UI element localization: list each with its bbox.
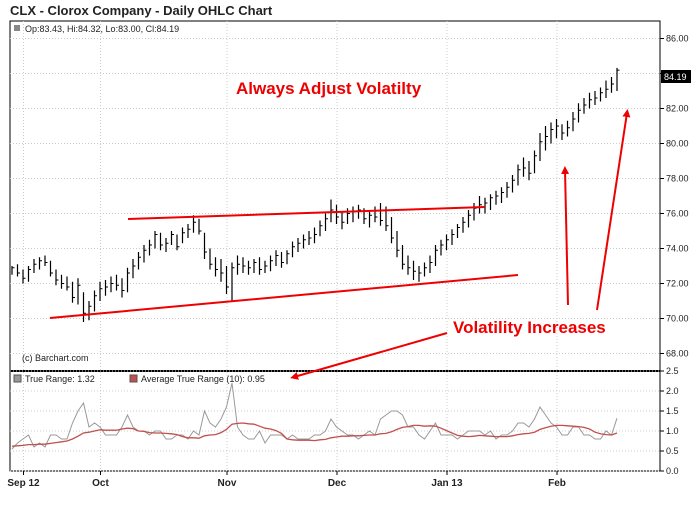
legend-swatch-atr — [129, 374, 138, 383]
x-tick-label: Feb — [548, 478, 566, 489]
price-tick-label: 80.00 — [666, 139, 689, 149]
price-tick-label: 68.00 — [666, 349, 689, 359]
arrow-to-atr-legend — [290, 332, 448, 380]
lower-channel-line — [49, 274, 519, 319]
annotation-heading: Always Adjust Volatilty — [236, 79, 422, 98]
last-price-label: 84.19 — [664, 72, 687, 82]
x-tick-label: Nov — [218, 478, 237, 489]
indicator-tick-label: 1.5 — [666, 406, 679, 416]
indicator-tick-label: 0.5 — [666, 446, 679, 456]
x-axis: Sep 12 Oct Nov Dec Jan 13 Feb — [7, 471, 566, 489]
price-tick-label: 74.00 — [666, 244, 689, 254]
indicator-tick-label: 2.5 — [666, 366, 679, 376]
indicator-tick-label: 2.0 — [666, 386, 679, 396]
price-tick-label: 78.00 — [666, 174, 689, 184]
indicator-grid — [10, 370, 660, 472]
average-true-range-line — [11, 422, 618, 447]
last-price-box — [661, 70, 691, 83]
price-tick-label: 82.00 — [666, 104, 689, 114]
indicator-legend: True Range: 1.32 Average True Range (10)… — [13, 374, 265, 384]
watermark: (c) Barchart.com — [22, 353, 89, 363]
true-range-line — [11, 382, 618, 450]
price-tick-label: 86.00 — [666, 34, 689, 44]
price-tick-label: 76.00 — [666, 209, 689, 219]
arrow-to-recent-high — [596, 109, 631, 311]
legend-swatch-true-range — [13, 374, 22, 383]
indicator-tick-label: 1.0 — [666, 426, 679, 436]
x-tick-label: Oct — [92, 478, 109, 489]
annotation-callout: Volatility Increases — [453, 318, 606, 337]
x-tick-label: Dec — [328, 478, 347, 489]
upper-channel-line — [127, 206, 486, 220]
indicator-lines — [11, 382, 618, 450]
ohlc-bars — [11, 67, 620, 322]
x-tick-label: Jan 13 — [431, 478, 463, 489]
chart-title: CLX - Clorox Company - Daily OHLC Chart — [10, 3, 273, 18]
legend-true-range: True Range: 1.32 — [25, 374, 95, 384]
indicator-panel — [9, 370, 661, 472]
indicator-tick-label: 0.0 — [666, 466, 679, 476]
arrow-to-left-low — [561, 166, 570, 306]
ohlc-readout-marker — [14, 25, 20, 31]
ohlc-readout: Op:83.43, Hi:84.32, Lo:83.00, Cl:84.19 — [25, 24, 179, 34]
price-tick-label: 70.00 — [666, 314, 689, 324]
price-grid — [10, 21, 660, 471]
indicator-y-axis: 0.0 0.5 1.0 1.5 2.0 2.5 — [660, 366, 679, 476]
price-tick-label: 72.00 — [666, 279, 689, 289]
x-tick-label: Sep 12 — [7, 478, 40, 489]
legend-atr: Average True Range (10): 0.95 — [141, 374, 265, 384]
